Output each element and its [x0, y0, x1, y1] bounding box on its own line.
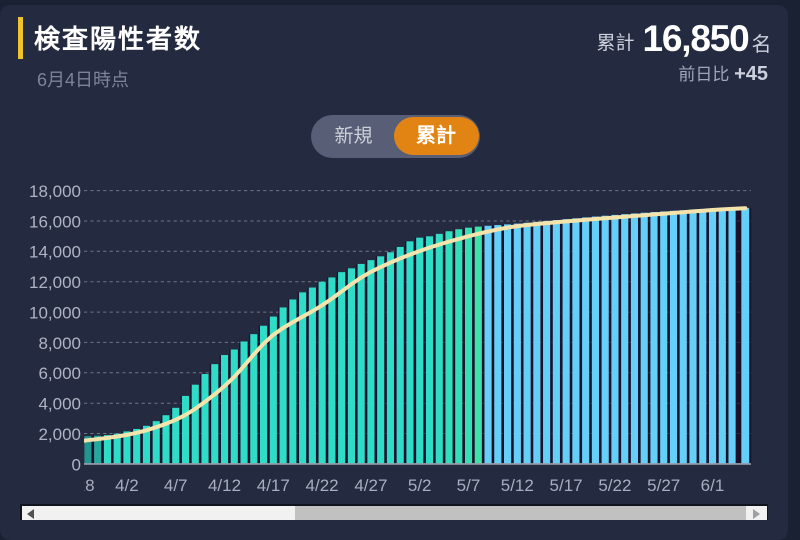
svg-text:3/28: 3/28 — [62, 476, 95, 495]
svg-text:2,000: 2,000 — [38, 425, 81, 444]
svg-text:5/17: 5/17 — [550, 476, 583, 495]
svg-text:10,000: 10,000 — [29, 304, 81, 323]
svg-text:4/12: 4/12 — [208, 476, 241, 495]
svg-text:4,000: 4,000 — [38, 395, 81, 414]
svg-text:4/2: 4/2 — [115, 476, 139, 495]
svg-text:8,000: 8,000 — [38, 334, 81, 353]
svg-text:6/1: 6/1 — [701, 476, 725, 495]
svg-text:5/12: 5/12 — [501, 476, 534, 495]
svg-text:4/7: 4/7 — [164, 476, 188, 495]
svg-text:12,000: 12,000 — [29, 273, 81, 292]
svg-text:4/22: 4/22 — [306, 476, 339, 495]
svg-text:16,000: 16,000 — [29, 212, 81, 231]
svg-text:4/27: 4/27 — [354, 476, 387, 495]
svg-text:5/22: 5/22 — [598, 476, 631, 495]
svg-text:18,000: 18,000 — [29, 182, 81, 201]
svg-text:5/7: 5/7 — [457, 476, 481, 495]
svg-text:6,000: 6,000 — [38, 364, 81, 383]
svg-text:5/2: 5/2 — [408, 476, 432, 495]
svg-text:5/27: 5/27 — [647, 476, 680, 495]
svg-text:14,000: 14,000 — [29, 243, 81, 262]
svg-text:0: 0 — [72, 455, 81, 474]
svg-text:4/17: 4/17 — [257, 476, 290, 495]
